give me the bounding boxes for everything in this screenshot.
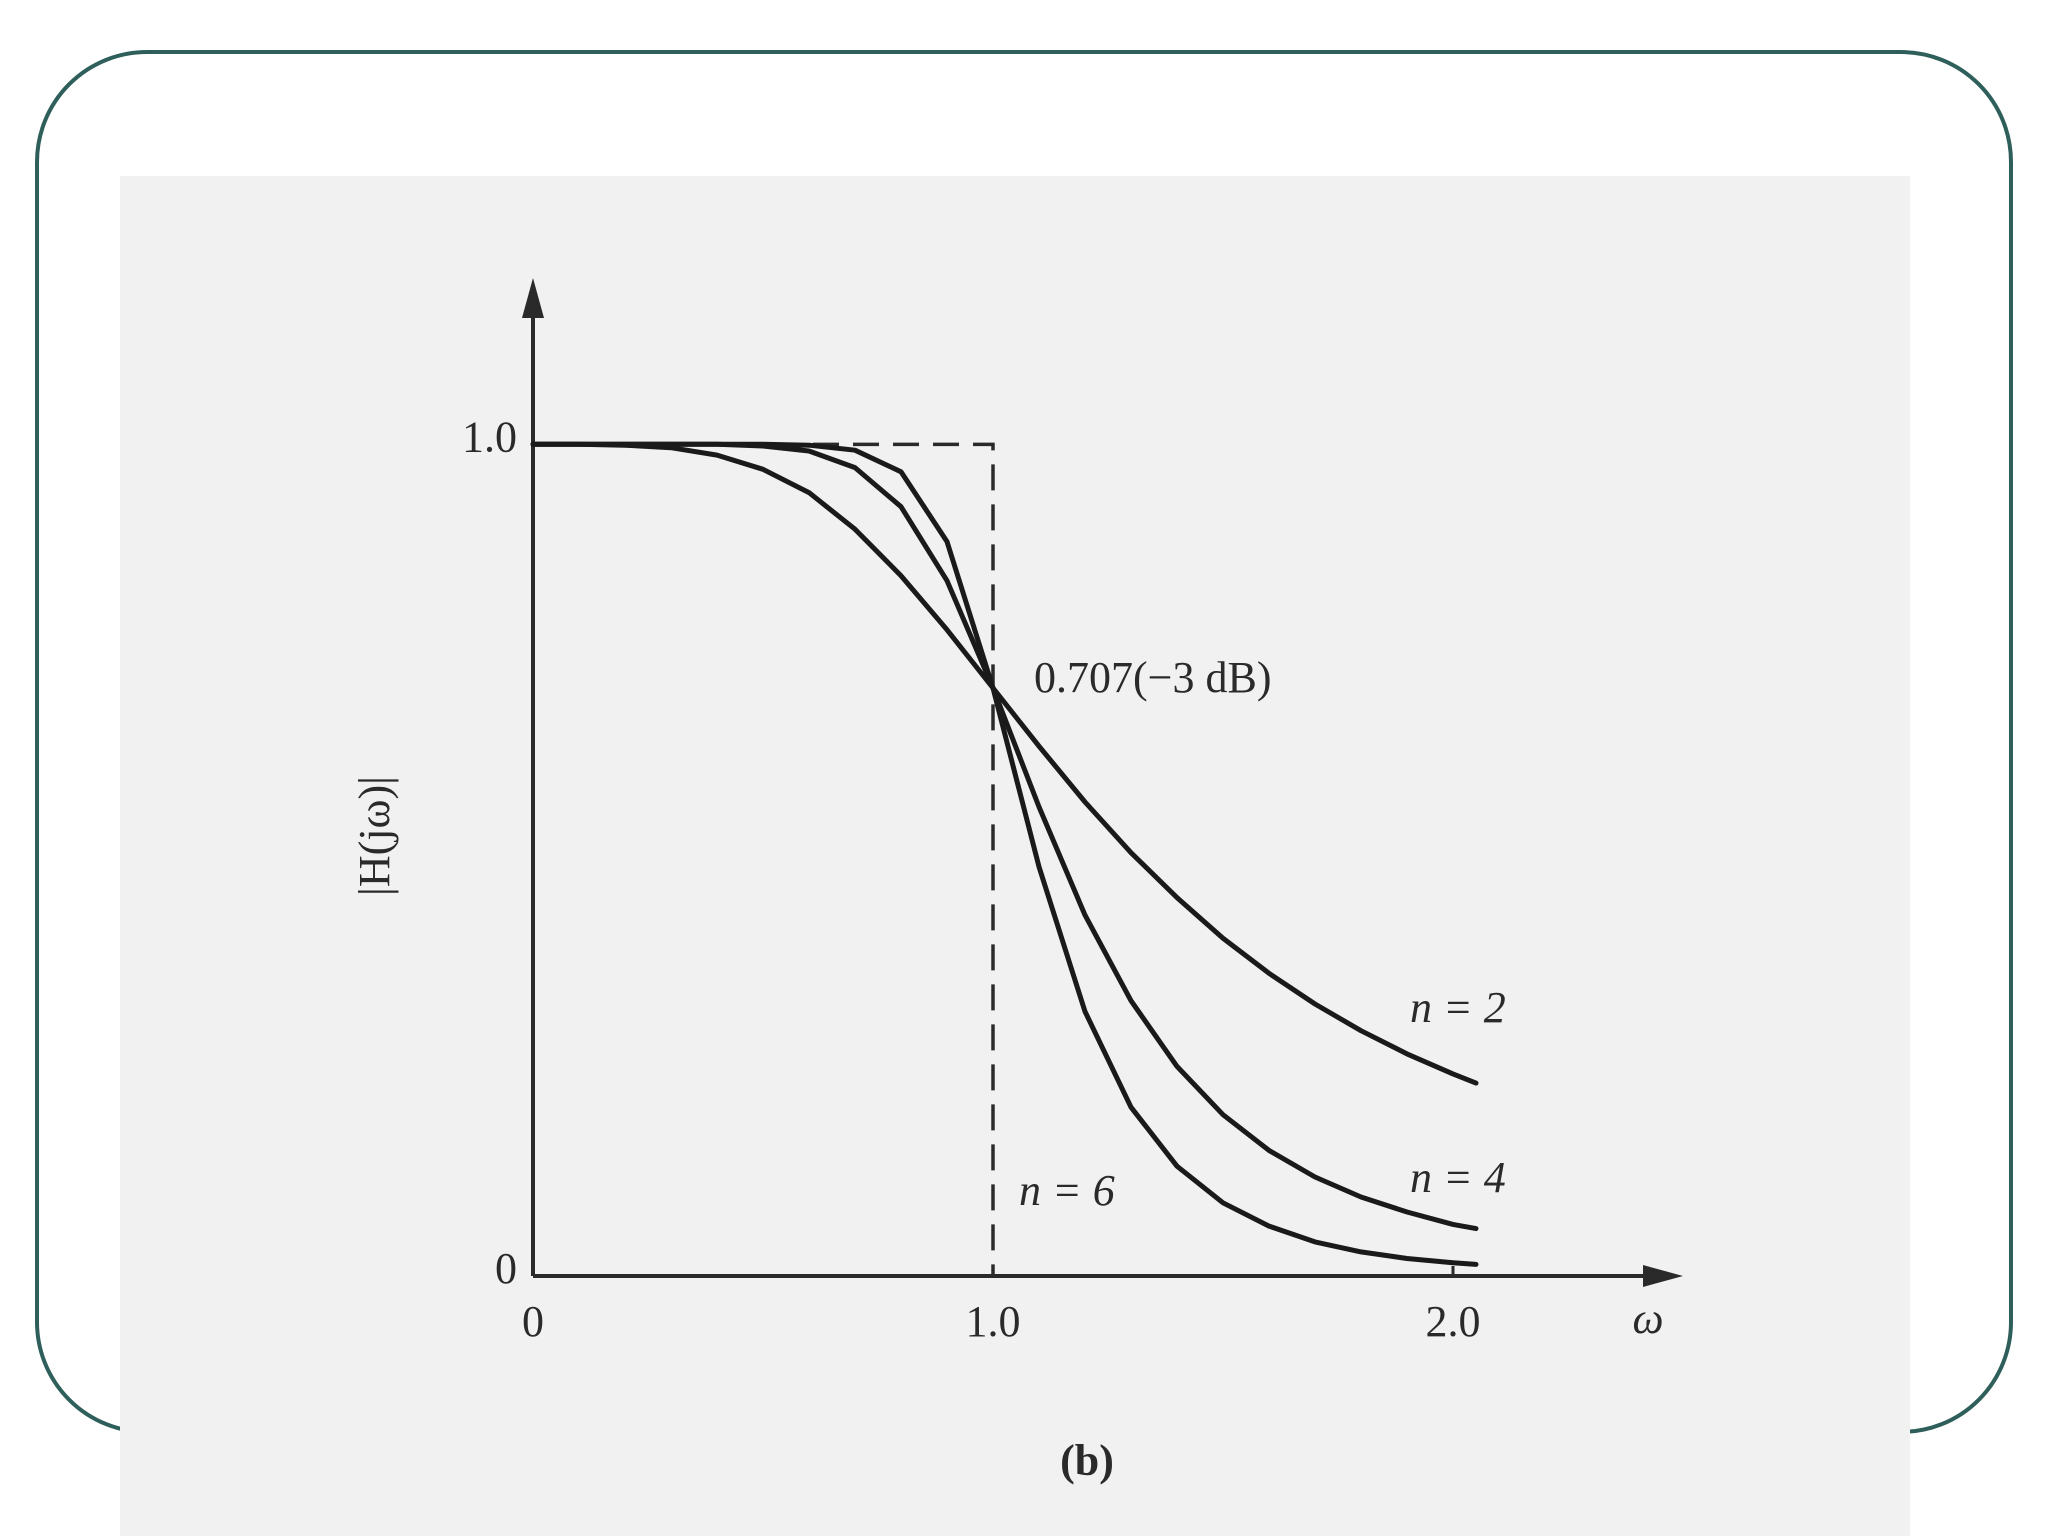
y-tick-label: 0	[495, 1244, 517, 1293]
curve-label: n = 6	[1019, 1166, 1115, 1215]
x-axis-label: ω	[1632, 1294, 1663, 1343]
x-tick-label: 1.0	[966, 1297, 1021, 1346]
x-tick-label: 2.0	[1426, 1297, 1481, 1346]
curve	[530, 441, 1479, 1086]
curve-label: n = 2	[1410, 983, 1506, 1032]
annotation: 0.707(−3 dB)	[1034, 653, 1271, 702]
curve	[530, 441, 1479, 1267]
caption: (b)	[1060, 1436, 1114, 1485]
curve-label: n = 4	[1410, 1153, 1506, 1202]
y-tick-label: 1.0	[462, 412, 517, 461]
scanned-figure	[120, 176, 1910, 1536]
y-axis-arrow	[522, 278, 544, 318]
x-axis-arrow	[1643, 1265, 1683, 1287]
x-tick-label: 0	[522, 1297, 544, 1346]
y-axis-label: |H(jω)|	[350, 776, 399, 896]
ideal-response	[533, 442, 995, 1276]
